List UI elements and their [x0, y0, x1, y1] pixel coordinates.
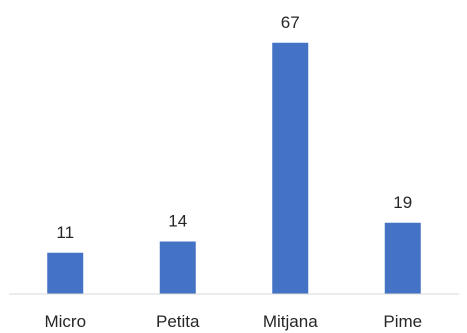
data-label-micro: 11 — [56, 223, 74, 242]
data-label-pime: 19 — [393, 193, 412, 212]
data-label-petita: 14 — [168, 212, 187, 231]
x-tick-label-pime: Pime — [383, 312, 422, 331]
data-label-mitjana: 67 — [281, 13, 300, 32]
bar-micro — [47, 252, 84, 294]
tick-labels-layer: Micro Petita Mitjana Pime — [44, 312, 422, 331]
data-labels-layer: 11 14 67 19 — [56, 13, 412, 242]
bars-layer — [47, 42, 421, 294]
x-tick-label-mitjana: Mitjana — [263, 312, 318, 331]
bar-petita — [159, 241, 196, 294]
x-tick-label-petita: Petita — [156, 312, 200, 331]
x-tick-label-micro: Micro — [44, 312, 86, 331]
bar-mitjana — [272, 42, 309, 294]
bar-pime — [384, 222, 421, 294]
